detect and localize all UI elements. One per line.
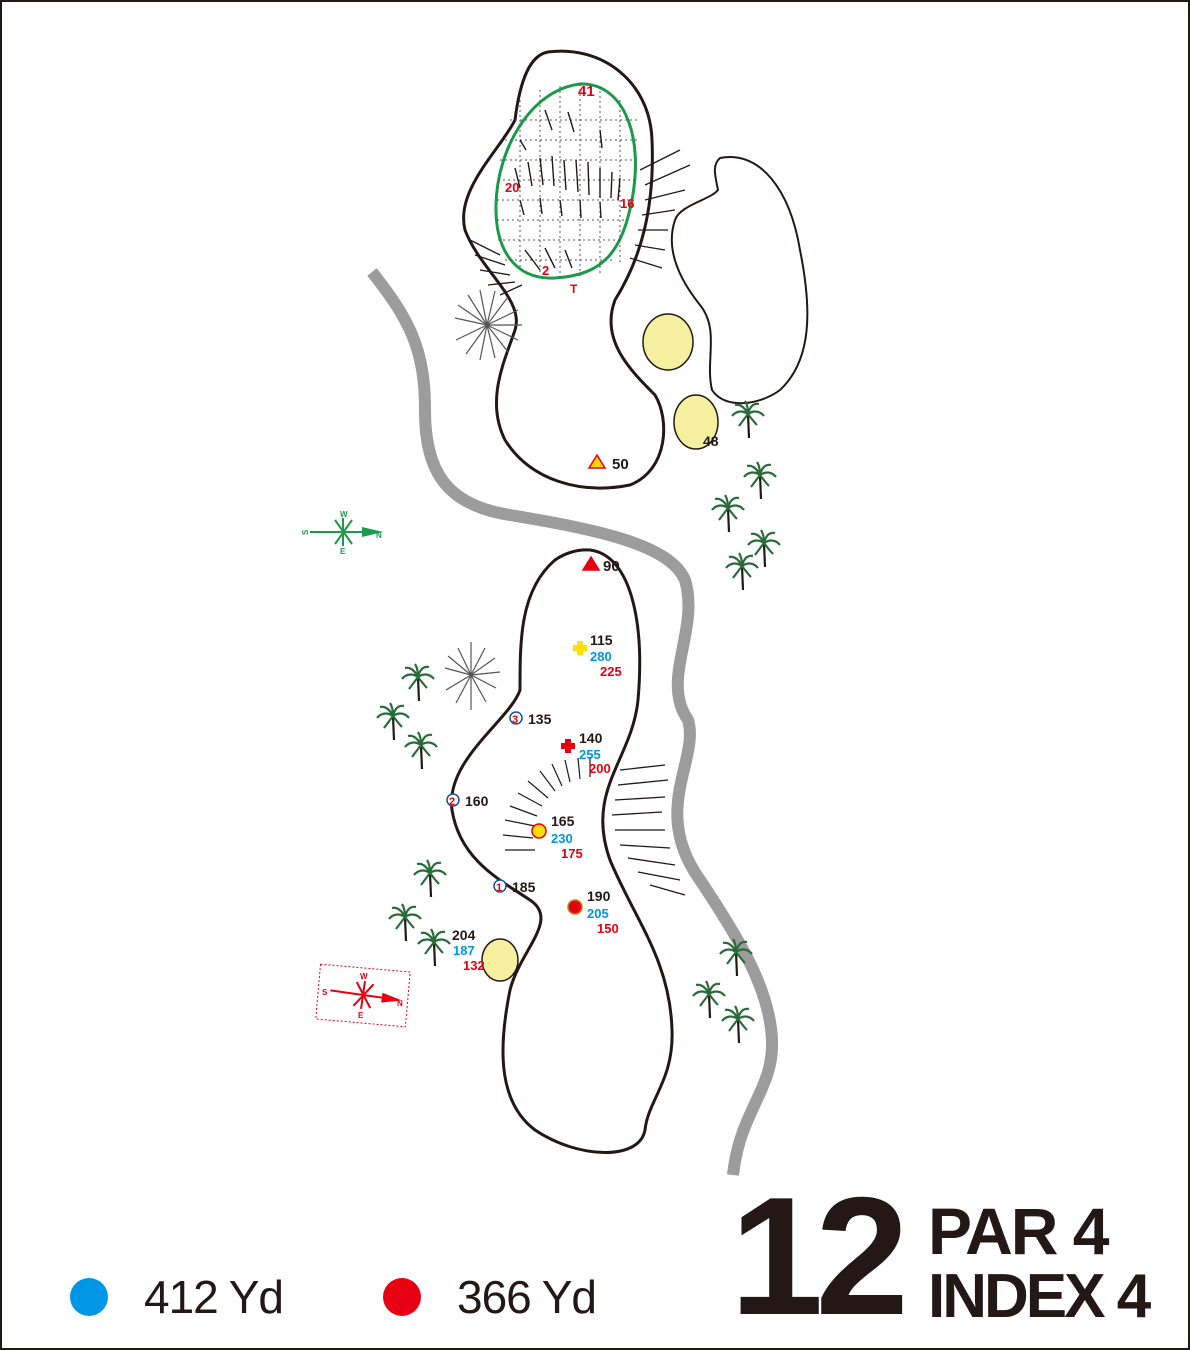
blue-tee-yardage: 412 Yd bbox=[144, 1271, 284, 1323]
compass-rose-icon bbox=[310, 518, 383, 546]
marker-204-red: 132 bbox=[463, 958, 485, 973]
green-slope-hatch bbox=[514, 109, 621, 271]
circle-1-num: 1 bbox=[496, 882, 502, 894]
circle-marker-icon bbox=[509, 711, 523, 725]
red-tee-dot bbox=[383, 1278, 421, 1316]
red-tee-yardage: 366 Yd bbox=[457, 1271, 597, 1323]
compass-red-w: W bbox=[360, 972, 368, 981]
fairway-bunker-left bbox=[481, 938, 519, 982]
waste-area-outline bbox=[670, 155, 809, 405]
circle-2-dist: 160 bbox=[465, 793, 489, 809]
green-left-width: 20 bbox=[505, 180, 519, 195]
marker-204-black: 204 bbox=[452, 927, 476, 943]
green-front-depth: 2 bbox=[542, 263, 549, 278]
circle-marker-icon bbox=[531, 823, 547, 839]
fairway-outline bbox=[450, 548, 674, 1154]
marker-140-red: 200 bbox=[589, 761, 611, 776]
triangle-marker-icon bbox=[581, 555, 601, 571]
compass-green-n: N bbox=[376, 531, 382, 540]
compass-green-s: S bbox=[301, 529, 310, 535]
bunker-distance-48: 48 bbox=[703, 433, 719, 449]
cart-path bbox=[367, 268, 779, 1176]
marker-190-red: 150 bbox=[597, 921, 619, 936]
marker-115-black: 115 bbox=[590, 632, 613, 648]
right-slope-hatch bbox=[611, 764, 686, 896]
legend-red-tee: 366 Yd bbox=[383, 1270, 597, 1324]
marker-115-red: 225 bbox=[600, 664, 622, 679]
blue-tee-dot bbox=[70, 1278, 108, 1316]
compass-red-n: N bbox=[397, 999, 403, 1008]
green-front-marker: T bbox=[570, 282, 578, 296]
circle-marker-icon bbox=[493, 879, 507, 893]
hole-index: INDEX 4 bbox=[928, 1262, 1151, 1331]
marker-204-blue: 187 bbox=[453, 943, 475, 958]
marker-distance-90: 90 bbox=[603, 558, 620, 575]
circle-marker-icon bbox=[446, 793, 460, 807]
green-complex-outline bbox=[462, 49, 666, 490]
hole-par: PAR 4 bbox=[928, 1194, 1109, 1268]
triangle-marker-icon bbox=[587, 453, 607, 469]
marker-165-black: 165 bbox=[551, 813, 575, 829]
circle-2-num: 2 bbox=[449, 796, 455, 808]
marker-distance-50: 50 bbox=[612, 456, 629, 473]
compass-rose-icon bbox=[330, 980, 402, 1010]
greenside-bunker-upper bbox=[642, 313, 694, 371]
compass-green-w: W bbox=[340, 510, 348, 519]
hole-number: 12 bbox=[730, 1162, 909, 1350]
compass-red-e: E bbox=[358, 1011, 364, 1020]
greenside-slope-hatch bbox=[469, 149, 691, 296]
marker-190-blue: 205 bbox=[587, 906, 609, 921]
greenside-bunker-lower bbox=[673, 394, 719, 450]
mound-starburst-upper bbox=[454, 289, 522, 361]
cross-marker-icon bbox=[561, 739, 575, 753]
circle-1-dist: 185 bbox=[512, 879, 536, 895]
compass-red-frame bbox=[315, 963, 411, 1028]
green-back-depth: 41 bbox=[578, 83, 595, 100]
circle-3-num: 3 bbox=[512, 714, 518, 726]
marker-115-blue: 280 bbox=[590, 649, 612, 664]
circle-marker-icon bbox=[567, 899, 583, 915]
legend-blue-tee: 412 Yd bbox=[70, 1270, 284, 1324]
circle-3-dist: 135 bbox=[528, 711, 552, 727]
marker-190-black: 190 bbox=[587, 888, 611, 904]
compass-green-e: E bbox=[340, 547, 346, 556]
marker-165-red: 175 bbox=[561, 846, 583, 861]
marker-165-blue: 230 bbox=[551, 831, 573, 846]
compass-red-s: S bbox=[322, 988, 328, 997]
marker-140-black: 140 bbox=[579, 730, 603, 746]
green-right-width: 16 bbox=[620, 196, 634, 211]
marker-140-blue: 255 bbox=[579, 747, 601, 762]
cross-marker-icon bbox=[573, 641, 587, 655]
fairway-slope-arc bbox=[502, 757, 591, 851]
mound-starburst-lower bbox=[444, 642, 501, 710]
